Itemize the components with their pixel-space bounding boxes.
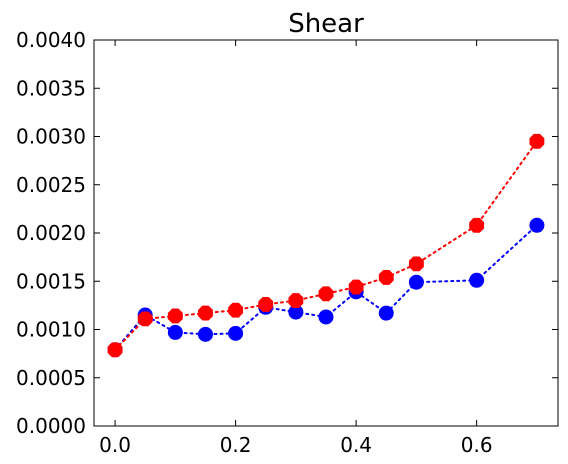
data-point [167, 324, 183, 340]
y-tick-label: 0.0035 [16, 76, 86, 100]
x-tick-label: 0.0 [99, 433, 131, 457]
data-point [318, 286, 334, 302]
data-point [348, 279, 364, 295]
data-point [288, 293, 304, 308]
x-tick-label: 0.4 [340, 433, 372, 457]
data-point [228, 302, 244, 318]
series-1 [107, 133, 545, 358]
plot-area: 0.00000.00050.00100.00150.00200.00250.00… [16, 28, 559, 457]
data-point [408, 256, 424, 272]
data-point [137, 311, 153, 327]
y-tick-label: 0.0015 [16, 269, 86, 293]
y-tick-label: 0.0010 [16, 318, 86, 342]
data-point [198, 305, 213, 321]
y-tick-label: 0.0025 [16, 173, 86, 197]
data-point [258, 296, 274, 312]
data-point [107, 342, 123, 358]
axes-frame [93, 39, 559, 427]
data-point [529, 217, 545, 233]
data-point [408, 274, 424, 290]
y-tick-label: 0.0005 [16, 366, 86, 390]
data-point [228, 325, 244, 341]
y-tick-label: 0.0030 [16, 125, 86, 149]
data-point [378, 305, 394, 321]
y-tick-label: 0.0020 [16, 221, 86, 245]
data-point [318, 309, 334, 325]
x-tick-label: 0.2 [220, 433, 252, 457]
data-point [469, 272, 485, 288]
chart-title: Shear [288, 9, 364, 39]
data-point [197, 326, 213, 342]
data-point [469, 217, 485, 233]
data-point [167, 308, 183, 324]
data-point [529, 133, 545, 149]
y-tick-label: 0.0000 [16, 414, 86, 438]
x-tick-label: 0.6 [461, 433, 493, 457]
data-point [378, 269, 394, 285]
y-tick-label: 0.0040 [16, 28, 86, 52]
